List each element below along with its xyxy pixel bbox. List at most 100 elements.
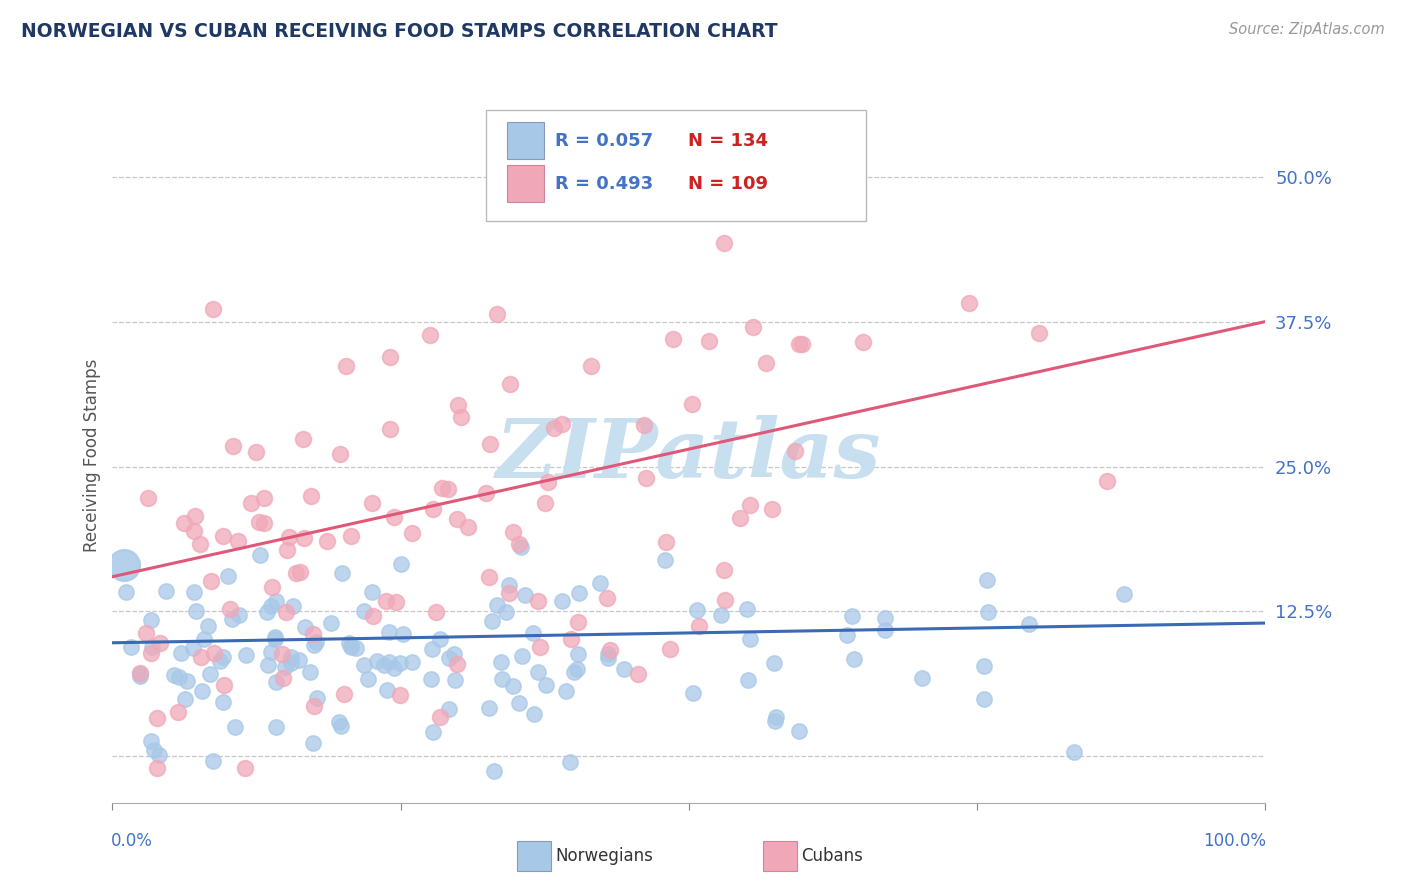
Text: NORWEGIAN VS CUBAN RECEIVING FOOD STAMPS CORRELATION CHART: NORWEGIAN VS CUBAN RECEIVING FOOD STAMPS… — [21, 22, 778, 41]
Point — [235, 648, 257, 662]
Point — [596, 651, 619, 665]
Point — [167, 705, 190, 719]
Point — [596, 647, 619, 661]
Point — [329, 447, 352, 461]
Point — [304, 635, 326, 649]
Point — [634, 471, 657, 485]
Point — [183, 585, 205, 599]
Point — [301, 626, 323, 640]
Point — [761, 501, 783, 516]
Point — [285, 566, 308, 581]
Point — [290, 565, 312, 579]
Point — [120, 640, 142, 655]
Point — [792, 336, 814, 351]
Point — [508, 537, 530, 551]
Point — [294, 620, 316, 634]
Point — [489, 656, 512, 670]
Point — [316, 533, 339, 548]
Point — [339, 529, 361, 543]
Point — [688, 619, 710, 633]
Point — [330, 566, 353, 580]
Point — [190, 649, 212, 664]
Point — [276, 542, 298, 557]
Point — [446, 657, 468, 672]
Point — [475, 486, 498, 500]
Point — [842, 652, 865, 666]
Point — [973, 692, 995, 706]
Point — [446, 512, 468, 526]
Point — [373, 657, 395, 672]
Point — [330, 719, 353, 733]
Point — [218, 602, 240, 616]
Point — [537, 475, 560, 490]
Point — [212, 678, 235, 692]
Point — [420, 641, 443, 656]
Point — [271, 647, 294, 661]
Point — [361, 495, 384, 509]
Text: Cubans: Cubans — [801, 847, 863, 865]
Point — [128, 665, 150, 680]
Point — [201, 302, 224, 317]
Point — [735, 602, 758, 616]
Point — [976, 574, 998, 588]
Point — [1095, 474, 1118, 488]
Point — [249, 548, 271, 562]
Point — [401, 655, 423, 669]
Point — [264, 594, 287, 608]
Point — [145, 761, 167, 775]
Point — [266, 720, 288, 734]
Point — [485, 599, 508, 613]
Point — [762, 656, 785, 670]
Point — [148, 748, 170, 763]
Point — [443, 647, 465, 661]
Point — [335, 359, 357, 374]
Point — [875, 611, 897, 625]
Point — [198, 667, 221, 681]
Point — [429, 710, 451, 724]
Point — [262, 580, 284, 594]
Point — [654, 553, 676, 567]
Point — [169, 670, 191, 684]
Point — [212, 650, 235, 665]
Text: Source: ZipAtlas.com: Source: ZipAtlas.com — [1229, 22, 1385, 37]
Point — [550, 417, 572, 431]
Point — [419, 672, 441, 686]
Point — [422, 501, 444, 516]
Point — [599, 643, 621, 657]
Point — [193, 632, 215, 646]
Text: R = 0.493: R = 0.493 — [555, 175, 652, 193]
Point — [239, 496, 262, 510]
Point — [437, 651, 460, 665]
Point — [710, 608, 733, 623]
Point — [1028, 326, 1050, 340]
Point — [249, 515, 271, 529]
Point — [136, 491, 159, 505]
Point — [382, 510, 405, 524]
Point — [659, 642, 682, 657]
Point — [139, 646, 162, 660]
Point — [742, 319, 765, 334]
Point — [389, 557, 412, 571]
Point — [478, 701, 501, 715]
Point — [562, 665, 585, 680]
Point — [523, 706, 546, 721]
Point — [713, 563, 735, 577]
Point — [256, 657, 278, 672]
Point — [1112, 587, 1135, 601]
Point — [763, 714, 786, 728]
Point — [353, 604, 375, 618]
Point — [391, 626, 413, 640]
Point — [422, 725, 444, 739]
Point — [188, 537, 211, 551]
Point — [353, 658, 375, 673]
Point — [139, 734, 162, 748]
Text: Norwegians: Norwegians — [555, 847, 654, 865]
Point — [579, 359, 602, 374]
Point — [332, 687, 354, 701]
Point — [401, 526, 423, 541]
Point — [141, 640, 163, 655]
Point — [613, 662, 636, 676]
Point — [228, 607, 250, 622]
Point — [170, 646, 193, 660]
Point — [477, 570, 499, 584]
